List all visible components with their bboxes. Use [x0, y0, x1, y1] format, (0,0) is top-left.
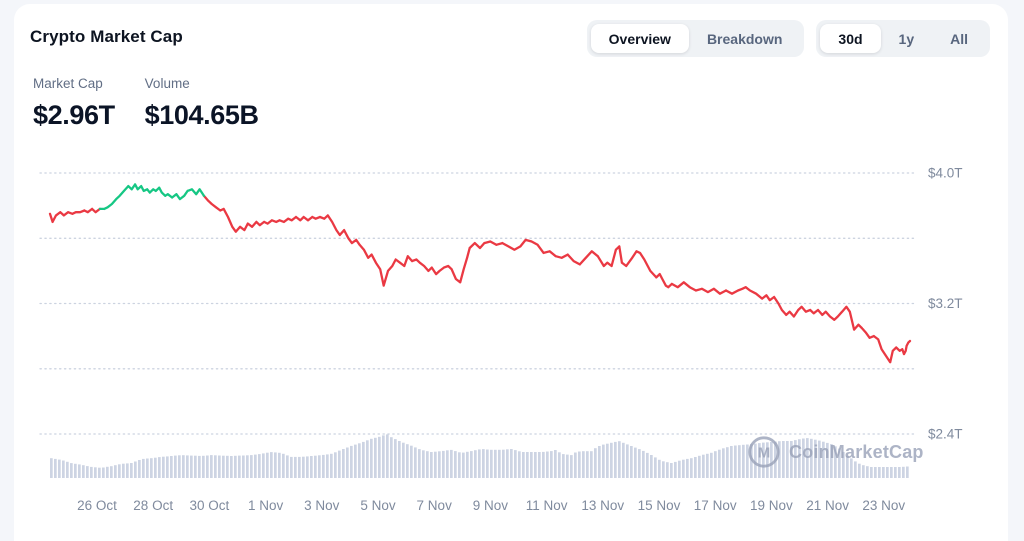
- svg-text:$3.2T: $3.2T: [928, 296, 963, 311]
- svg-text:17 Nov: 17 Nov: [694, 498, 737, 513]
- svg-text:15 Nov: 15 Nov: [638, 498, 681, 513]
- volume-label: Volume: [144, 76, 190, 91]
- market-cap-label: Market Cap: [33, 76, 103, 91]
- svg-text:26 Oct: 26 Oct: [77, 498, 117, 513]
- view-toggle: Overview Breakdown: [586, 20, 805, 57]
- svg-text:$4.0T: $4.0T: [928, 166, 963, 181]
- svg-text:28 Oct: 28 Oct: [133, 498, 173, 513]
- price-line: [48, 183, 912, 364]
- range-toggle-option-30d[interactable]: 30d: [820, 24, 881, 53]
- range-toggle-option-1y[interactable]: 1y: [881, 24, 933, 53]
- svg-text:19 Nov: 19 Nov: [750, 498, 793, 513]
- svg-text:7 Nov: 7 Nov: [417, 498, 453, 513]
- svg-text:3 Nov: 3 Nov: [304, 498, 340, 513]
- volume-bars: [50, 434, 909, 478]
- range-toggle: 30d 1y All: [816, 20, 990, 57]
- svg-text:11 Nov: 11 Nov: [526, 498, 568, 513]
- stats-row: Market Cap $2.96T Volume $104.65B: [33, 76, 259, 131]
- view-toggle-option-overview[interactable]: Overview: [590, 24, 689, 53]
- market-cap-stat: Market Cap $2.96T: [33, 76, 115, 131]
- volume-value: $104.65B: [144, 100, 259, 130]
- svg-text:9 Nov: 9 Nov: [473, 498, 509, 513]
- volume-stat: Volume $104.65B: [145, 76, 259, 131]
- svg-text:5 Nov: 5 Nov: [360, 498, 396, 513]
- range-toggle-option-all[interactable]: All: [932, 24, 986, 53]
- y-axis-labels: $4.0T $3.2T $2.4T: [928, 166, 963, 442]
- chart-controls: Overview Breakdown 30d 1y All: [586, 20, 990, 57]
- svg-text:30 Oct: 30 Oct: [190, 498, 230, 513]
- chart-plot-area[interactable]: [40, 160, 914, 480]
- gridlines: [39, 172, 915, 435]
- svg-text:1 Nov: 1 Nov: [248, 498, 284, 513]
- view-toggle-option-breakdown[interactable]: Breakdown: [689, 24, 800, 53]
- svg-text:23 Nov: 23 Nov: [862, 498, 905, 513]
- x-axis-labels: 26 Oct 28 Oct 30 Oct 1 Nov 3 Nov 5 Nov 7 Nov 9 …: [77, 498, 905, 513]
- svg-text:$2.4T: $2.4T: [928, 427, 963, 442]
- page-title: Crypto Market Cap: [30, 27, 183, 46]
- svg-text:13 Nov: 13 Nov: [581, 498, 624, 513]
- market-cap-value: $2.96T: [33, 100, 115, 130]
- svg-text:21 Nov: 21 Nov: [806, 498, 849, 513]
